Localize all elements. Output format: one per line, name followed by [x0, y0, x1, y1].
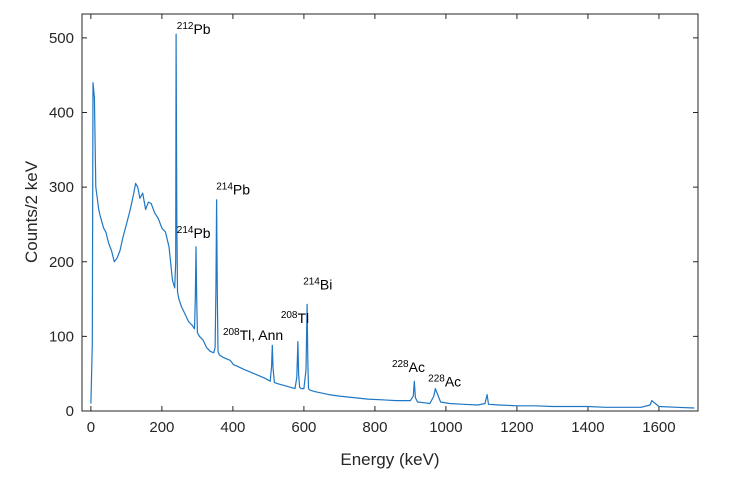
- x-tick-label: 1000: [429, 419, 462, 436]
- x-tick-label: 800: [362, 419, 387, 436]
- x-tick-label: 400: [220, 419, 245, 436]
- y-axis: 0 100 200 300 400 500: [49, 30, 698, 420]
- peak-label: 208Tl: [281, 310, 309, 326]
- x-tick-label: 200: [149, 419, 174, 436]
- y-tick-label: 0: [66, 403, 74, 420]
- spectrum-series-line: [90, 33, 695, 409]
- y-tick-label: 500: [49, 30, 74, 47]
- plot-area: [81, 13, 699, 412]
- peak-label: 212Pb: [177, 21, 211, 37]
- x-tick-label: 1200: [500, 419, 533, 436]
- peak-label: 214Pb: [216, 182, 250, 198]
- x-tick-label: 1400: [571, 419, 604, 436]
- x-tick-label: 1600: [642, 419, 675, 436]
- peak-label: 214Bi: [303, 276, 332, 292]
- x-axis-label: Energy (keV): [340, 450, 439, 469]
- x-axis: 0 200 400 600 800 1000 1200 1400 1600: [87, 14, 676, 436]
- y-tick-label: 200: [49, 254, 74, 271]
- x-tick-label: 0: [87, 419, 95, 436]
- y-tick-label: 300: [49, 179, 74, 196]
- peak-label: 228Ac: [428, 373, 461, 389]
- y-tick-label: 400: [49, 105, 74, 122]
- peak-label: 208Tl, Ann: [223, 327, 283, 343]
- y-axis-label: Counts/2 keV: [22, 160, 41, 263]
- peak-label: 228Ac: [392, 359, 425, 375]
- peak-label: 214Pb: [177, 225, 211, 241]
- x-tick-label: 600: [291, 419, 316, 436]
- y-tick-label: 100: [49, 328, 74, 345]
